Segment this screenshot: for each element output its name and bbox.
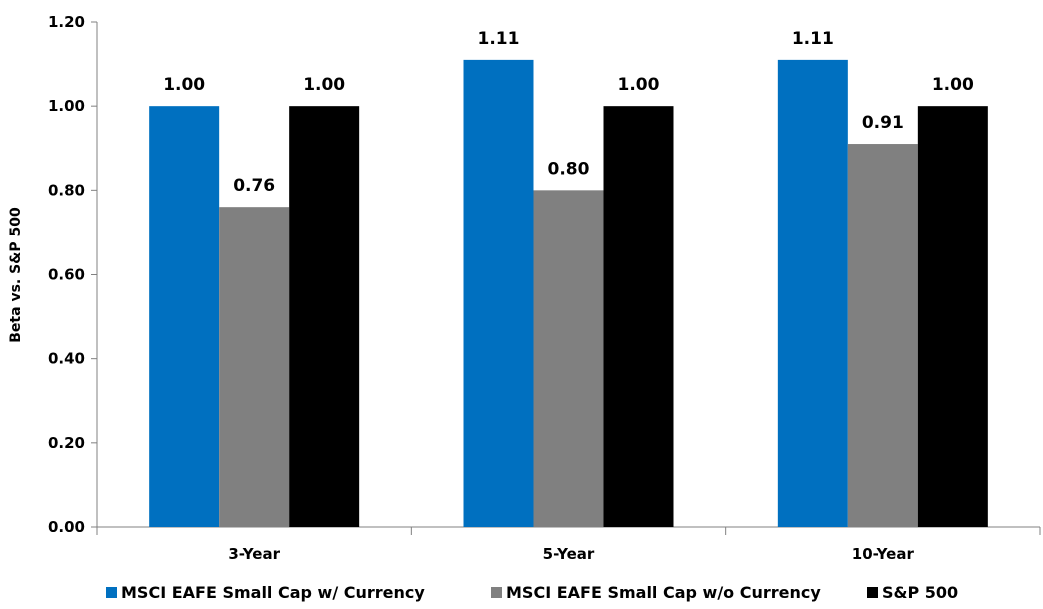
- y-tick-label: 0.80: [48, 181, 85, 199]
- legend: MSCI EAFE Small Cap w/ Currency MSCI EAFE…: [106, 583, 958, 602]
- bar: [847, 144, 918, 527]
- legend-label: MSCI EAFE Small Cap w/ Currency: [121, 583, 425, 602]
- bar: [149, 106, 220, 528]
- y-tick-label: 0.60: [48, 266, 85, 284]
- legend-label: S&P 500: [882, 583, 958, 602]
- data-label: 1.00: [163, 75, 205, 95]
- bar: [219, 207, 290, 527]
- category-label: 10-Year: [852, 545, 915, 563]
- bar: [777, 59, 848, 527]
- y-tick-label: 1.00: [48, 97, 85, 115]
- y-axis-title: Beta vs. S&P 500: [8, 207, 24, 343]
- data-label: 0.76: [233, 176, 275, 196]
- bar: [603, 106, 674, 528]
- data-label: 1.00: [303, 75, 345, 95]
- data-label: 1.00: [618, 75, 660, 95]
- y-tick-label: 0.00: [48, 518, 85, 536]
- legend-swatch: [867, 587, 878, 598]
- bar: [463, 59, 534, 527]
- y-tick-label: 0.40: [48, 350, 85, 368]
- data-label: 0.80: [548, 159, 590, 179]
- bar: [917, 106, 988, 528]
- data-label: 1.11: [478, 29, 520, 49]
- data-label: 1.11: [792, 29, 834, 49]
- legend-label: MSCI EAFE Small Cap w/o Currency: [506, 583, 821, 602]
- legend-swatch: [106, 587, 117, 598]
- category-label: 5-Year: [543, 545, 595, 563]
- bar: [533, 190, 604, 528]
- legend-swatch: [491, 587, 502, 598]
- data-label: 1.00: [932, 75, 974, 95]
- data-label: 0.91: [862, 113, 904, 133]
- bar: [289, 106, 360, 528]
- plot-area: 0.00 0.20 0.40 0.60 0.80 1.00 1.20 1.00 0.76 1.00…: [48, 13, 1041, 563]
- y-tick-label: 1.20: [48, 13, 85, 31]
- category-label: 3-Year: [228, 545, 280, 563]
- y-tick-label: 0.20: [48, 434, 85, 452]
